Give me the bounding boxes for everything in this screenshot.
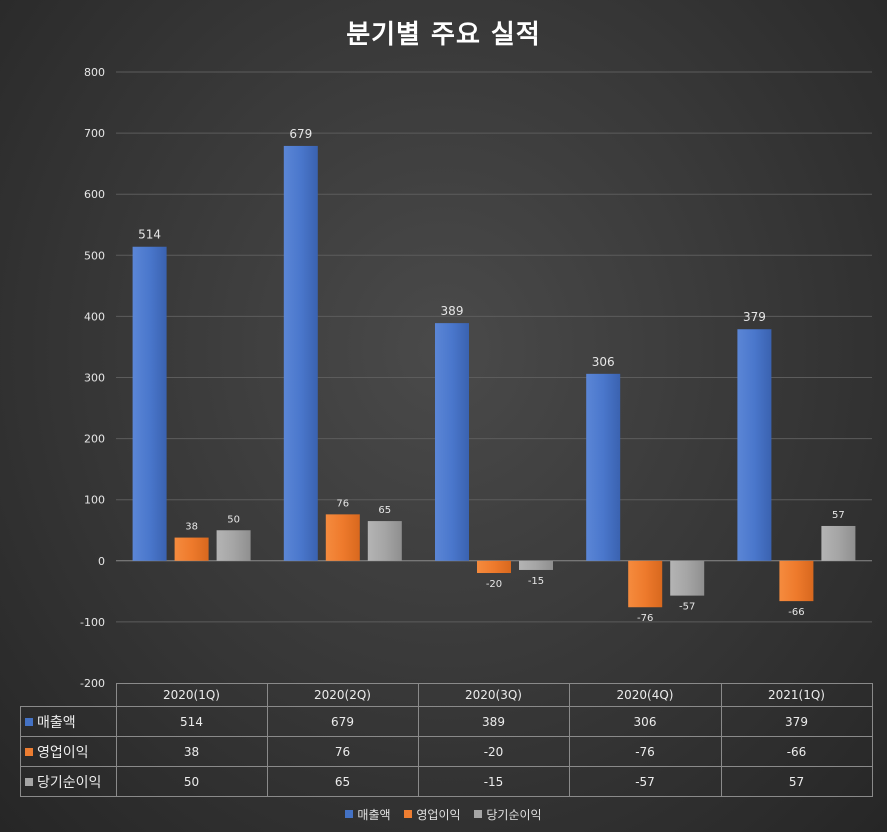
bar bbox=[216, 530, 251, 561]
bar bbox=[670, 560, 705, 596]
data-label: 379 bbox=[743, 310, 766, 324]
y-tick-label: -200 bbox=[80, 677, 105, 690]
series-name: 매출액 bbox=[37, 714, 76, 731]
table-cell: -76 bbox=[568, 736, 722, 767]
data-label: -57 bbox=[679, 602, 695, 613]
bar bbox=[325, 514, 360, 561]
table-row: 영업이익 38 76 -20 -76 -66 bbox=[20, 736, 873, 767]
table-cell: -20 bbox=[417, 736, 570, 767]
table-cell: 306 bbox=[568, 706, 722, 737]
bar bbox=[174, 537, 209, 561]
data-label: 514 bbox=[138, 228, 161, 242]
bar bbox=[586, 373, 621, 561]
legend-item: 영업이익 bbox=[404, 806, 461, 823]
legend-swatch bbox=[404, 810, 413, 818]
series-swatch bbox=[25, 747, 33, 756]
series-swatch bbox=[25, 777, 33, 786]
y-tick-label: -100 bbox=[80, 616, 105, 629]
legend-swatch bbox=[474, 810, 483, 818]
bar bbox=[519, 560, 553, 570]
table-cell: 57 bbox=[720, 766, 873, 797]
y-tick-label: 0 bbox=[98, 555, 105, 568]
chart-title: 분기별 주요 실적 bbox=[346, 20, 541, 50]
series-name: 영업이익 bbox=[37, 744, 89, 761]
table-col-header: 2021(1Q) bbox=[720, 683, 873, 707]
y-tick-label: 100 bbox=[84, 494, 105, 507]
table-cell: 379 bbox=[720, 706, 873, 737]
legend-label: 당기순이익 bbox=[486, 808, 542, 822]
series-swatch bbox=[25, 717, 33, 726]
data-label: -76 bbox=[637, 613, 653, 624]
data-label: -20 bbox=[486, 579, 502, 590]
bar bbox=[367, 521, 402, 561]
data-label: -15 bbox=[528, 576, 544, 587]
y-tick-label: 500 bbox=[84, 249, 105, 262]
table-col-header: 2020(3Q) bbox=[417, 683, 570, 707]
data-label: 50 bbox=[227, 514, 240, 525]
bar bbox=[628, 560, 663, 608]
data-label: 65 bbox=[378, 505, 391, 516]
data-label: 76 bbox=[336, 498, 349, 509]
bar bbox=[477, 560, 511, 574]
data-label: 38 bbox=[185, 522, 198, 533]
table-col-header: 2020(4Q) bbox=[568, 683, 722, 707]
table-cell: 65 bbox=[266, 766, 419, 797]
bar bbox=[737, 329, 772, 561]
y-tick-label: 700 bbox=[84, 127, 105, 140]
legend: 매출액 영업이익 당기순이익 bbox=[0, 806, 887, 823]
table-cell: 38 bbox=[115, 736, 268, 767]
y-tick-label: 400 bbox=[84, 310, 105, 323]
table-corner bbox=[21, 684, 117, 707]
table-cell: 76 bbox=[266, 736, 419, 767]
bar bbox=[435, 323, 469, 561]
table-cell: -57 bbox=[568, 766, 722, 797]
data-label: 389 bbox=[441, 304, 464, 318]
table-col-header: 2020(2Q) bbox=[266, 683, 419, 707]
data-table: 2020(1Q) 2020(2Q) 2020(3Q) 2020(4Q) 2021… bbox=[20, 683, 873, 797]
legend-label: 영업이익 bbox=[416, 808, 461, 822]
table-cell: 50 bbox=[115, 766, 268, 797]
table-row-header: 영업이익 bbox=[20, 736, 117, 767]
table-cell: 679 bbox=[266, 706, 419, 737]
data-label: 306 bbox=[592, 355, 615, 369]
legend-label: 매출액 bbox=[357, 808, 391, 822]
table-row-header: 당기순이익 bbox=[20, 766, 117, 797]
bar bbox=[779, 560, 814, 602]
table-cell: 514 bbox=[115, 706, 268, 737]
table-cell: 389 bbox=[417, 706, 570, 737]
table-row-header: 매출액 bbox=[20, 706, 117, 737]
data-label: -66 bbox=[788, 607, 804, 618]
legend-swatch bbox=[345, 810, 354, 818]
data-label: 679 bbox=[289, 127, 312, 141]
table-row: 매출액 514 679 389 306 379 bbox=[20, 706, 873, 737]
legend-item: 당기순이익 bbox=[474, 806, 542, 823]
bar bbox=[821, 525, 856, 561]
y-tick-label: 200 bbox=[84, 433, 105, 446]
y-tick-label: 600 bbox=[84, 188, 105, 201]
data-label: 57 bbox=[832, 510, 845, 521]
y-tick-label: 300 bbox=[84, 372, 105, 385]
legend-item: 매출액 bbox=[345, 806, 391, 823]
table-row: 당기순이익 50 65 -15 -57 57 bbox=[20, 766, 873, 797]
table-cell: -66 bbox=[720, 736, 873, 767]
series-name: 당기순이익 bbox=[37, 774, 102, 791]
bar bbox=[132, 246, 167, 561]
table-col-header: 2020(1Q) bbox=[115, 683, 268, 707]
y-tick-label: 800 bbox=[84, 66, 105, 79]
table-header-row: 2020(1Q) 2020(2Q) 2020(3Q) 2020(4Q) 2021… bbox=[21, 683, 873, 707]
plot-area: 800 700 600 500 400 300 200 100 0 -100 -200 514 38 50… bbox=[80, 66, 872, 690]
bar bbox=[283, 145, 318, 561]
table-cell: -15 bbox=[417, 766, 570, 797]
